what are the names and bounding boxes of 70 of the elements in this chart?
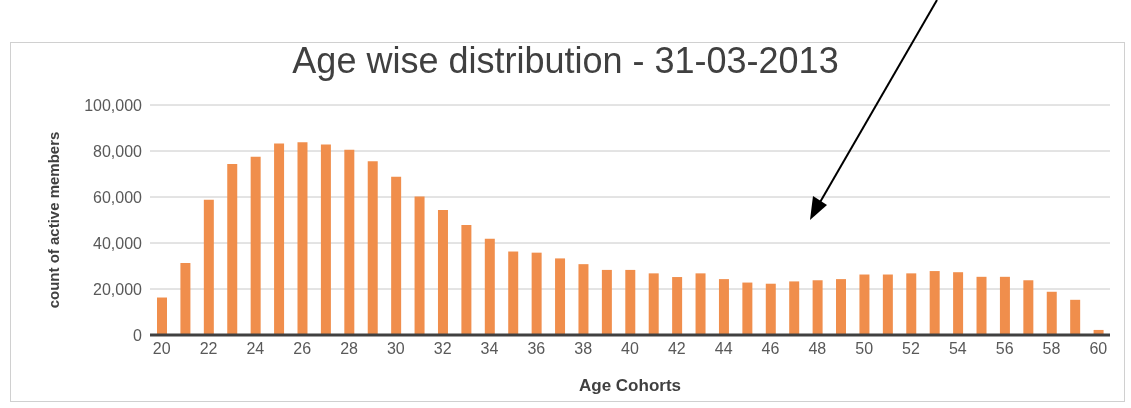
- x-tick-label: 22: [199, 340, 218, 358]
- y-tick-label: 20,000: [93, 280, 143, 298]
- x-tick-label: 34: [480, 340, 499, 358]
- bar: [906, 273, 917, 335]
- bar: [508, 251, 519, 335]
- bar: [929, 271, 940, 335]
- x-tick-label: 48: [808, 340, 827, 358]
- bar: [344, 149, 355, 335]
- x-tick-label: 28: [340, 340, 359, 358]
- bar: [718, 279, 729, 335]
- bar: [274, 143, 285, 335]
- bar: [742, 282, 753, 335]
- bar: [648, 273, 659, 335]
- bar: [1070, 299, 1081, 335]
- bar: [555, 258, 566, 335]
- x-tick-label: 40: [621, 340, 639, 358]
- y-tick-label: 40,000: [93, 234, 143, 252]
- bar: [812, 280, 823, 335]
- x-tick-label: 60: [1089, 340, 1108, 358]
- x-tick-label: 20: [152, 340, 171, 358]
- bar: [578, 264, 589, 335]
- bar: [367, 161, 378, 335]
- bar: [227, 164, 238, 335]
- bar: [320, 144, 331, 335]
- x-tick-label: 44: [714, 340, 733, 358]
- bar: [601, 269, 612, 335]
- bar: [531, 252, 542, 335]
- chart-title: Age wise distribution - 31-03-2013: [291, 40, 840, 82]
- y-axis-title: count of active members: [45, 131, 63, 309]
- y-tick-label: 80,000: [93, 142, 143, 160]
- bar: [1046, 291, 1057, 335]
- bar: [157, 297, 167, 335]
- x-tick-label: 32: [433, 340, 452, 358]
- x-tick-label: 58: [1042, 340, 1061, 358]
- x-tick-label: 52: [902, 340, 920, 358]
- bar: [859, 274, 870, 335]
- bar: [437, 210, 448, 335]
- bar: [836, 279, 847, 335]
- bar: [625, 269, 636, 335]
- bar: [999, 276, 1010, 335]
- bar: [789, 281, 800, 335]
- bar: [765, 283, 776, 335]
- x-tick-label: 56: [995, 340, 1014, 358]
- bar: [297, 142, 308, 335]
- bar: [391, 176, 402, 335]
- x-tick-label: 50: [855, 340, 874, 358]
- y-tick-label: 60,000: [93, 188, 143, 206]
- y-tick-label: 0: [133, 326, 143, 344]
- x-tick-label: 42: [667, 340, 686, 358]
- bar: [203, 199, 214, 335]
- x-tick-label: 38: [574, 340, 593, 358]
- bar: [882, 274, 893, 335]
- bar: [695, 273, 706, 335]
- bar: [484, 238, 495, 335]
- bar: [672, 277, 683, 335]
- bar: [414, 196, 425, 335]
- bar: [953, 272, 964, 335]
- x-tick-label: 30: [386, 340, 405, 358]
- bar: [250, 156, 261, 335]
- x-axis-title: Age Cohorts: [579, 376, 681, 395]
- bar: [461, 225, 472, 335]
- bar: [1023, 280, 1034, 335]
- x-tick-label: 26: [293, 340, 312, 358]
- y-tick-label: 100,000: [84, 96, 143, 114]
- bar: [180, 263, 191, 335]
- x-tick-label: 46: [761, 340, 780, 358]
- x-tick-label: 24: [246, 340, 265, 358]
- x-tick-label: 36: [527, 340, 546, 358]
- bar: [976, 276, 987, 335]
- x-tick-label: 54: [948, 340, 967, 358]
